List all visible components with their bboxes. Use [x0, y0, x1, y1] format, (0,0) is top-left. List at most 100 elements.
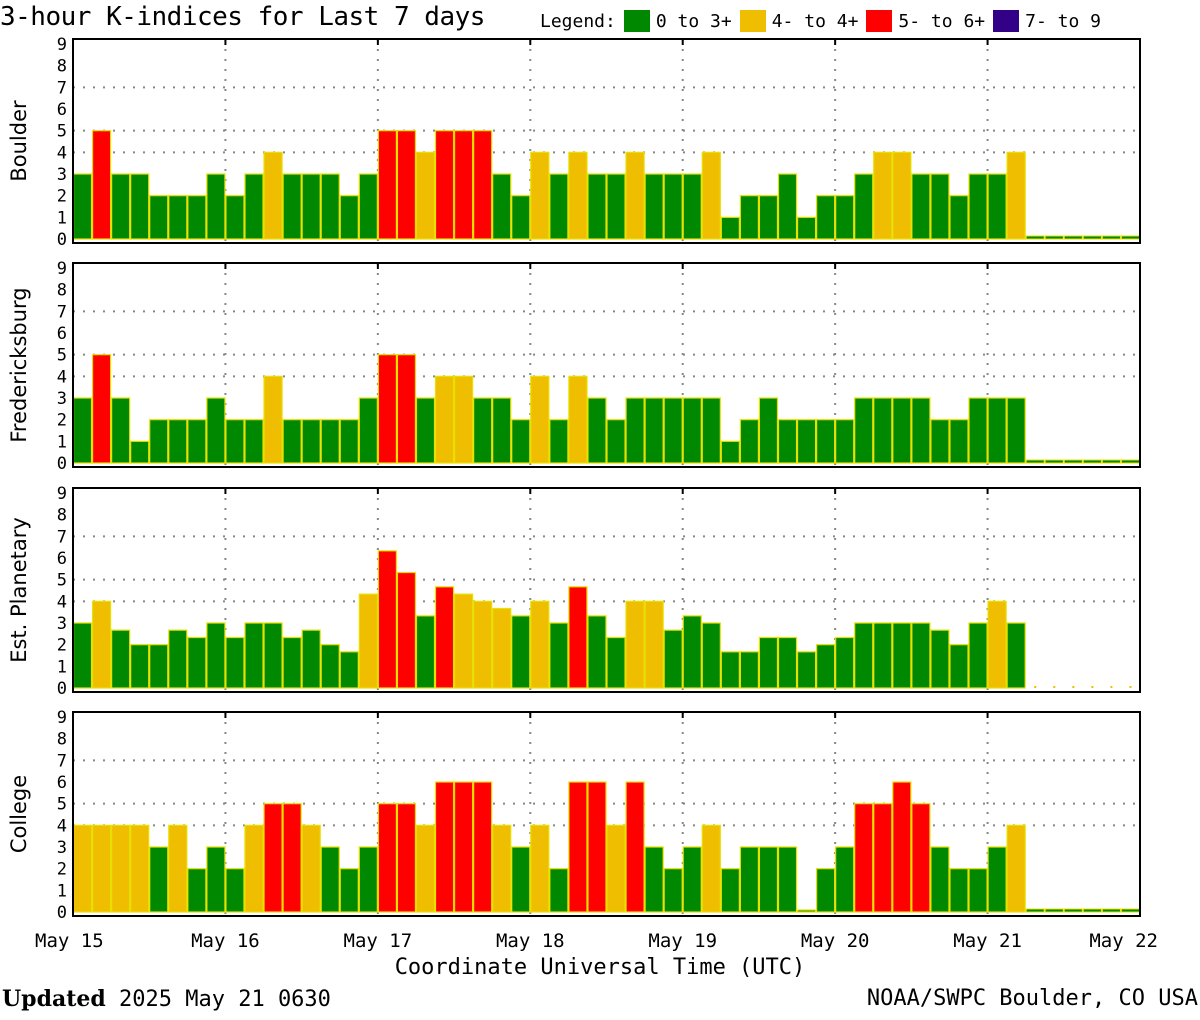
bar — [244, 824, 264, 913]
y-tick-label: 7 — [57, 751, 67, 771]
bar — [358, 173, 378, 240]
bar — [587, 781, 607, 913]
bar — [739, 195, 760, 240]
bar — [320, 644, 340, 689]
bar — [835, 419, 855, 464]
bar — [111, 629, 131, 689]
bar — [492, 824, 512, 913]
y-tick-label: 0 — [57, 903, 67, 923]
bar — [530, 151, 550, 240]
bar — [415, 151, 436, 240]
bar — [149, 419, 169, 464]
bar — [796, 419, 817, 464]
bar — [758, 846, 779, 913]
y-tick-label: 8 — [57, 730, 67, 750]
bar — [149, 846, 169, 913]
bar — [168, 824, 188, 913]
bar — [473, 600, 493, 689]
y-tick-label: 8 — [57, 506, 67, 526]
bar — [206, 846, 226, 913]
bar — [625, 151, 645, 240]
bar — [91, 600, 112, 689]
y-tick-label: 9 — [57, 708, 67, 728]
y-tick-label: 1 — [57, 432, 67, 452]
bar — [949, 644, 969, 689]
bar — [606, 824, 626, 913]
bar — [225, 868, 245, 913]
bar — [358, 593, 378, 689]
bar — [968, 622, 988, 689]
bar — [91, 130, 112, 240]
bar — [415, 824, 436, 913]
bar — [91, 824, 112, 913]
y-tick-label: 7 — [57, 527, 67, 547]
bar — [396, 130, 417, 240]
y-tick-label: 9 — [57, 259, 67, 279]
bar — [473, 781, 493, 913]
bar — [339, 195, 359, 240]
future-bar — [1082, 459, 1102, 464]
y-tick-label: 9 — [57, 484, 67, 504]
future-bar — [1025, 908, 1045, 913]
bar — [549, 868, 569, 913]
bar — [149, 195, 169, 240]
bar — [625, 781, 645, 913]
bar — [701, 622, 721, 689]
x-axis-label: Coordinate Universal Time (UTC) — [394, 955, 806, 980]
bar — [777, 419, 798, 464]
bar — [892, 781, 912, 913]
bar — [854, 397, 874, 464]
bar — [606, 636, 626, 689]
bar — [815, 868, 836, 913]
bar — [130, 440, 150, 464]
bar — [854, 173, 874, 240]
y-tick-label: 3 — [57, 389, 67, 409]
panel-frame — [72, 262, 1141, 468]
future-bar — [1063, 908, 1083, 913]
bar — [473, 130, 493, 240]
bar — [739, 419, 760, 464]
legend-item-4: 4- to 4+ — [771, 10, 859, 32]
bar — [949, 419, 969, 464]
future-dot — [1091, 686, 1094, 688]
legend-item-0-3: 0 to 3+ — [655, 10, 732, 32]
bar — [968, 397, 988, 464]
x-tick-label: May 20 — [801, 930, 870, 952]
bar — [206, 397, 226, 464]
future-dot — [1110, 686, 1113, 688]
bar — [225, 636, 245, 689]
y-tick-label: 6 — [57, 324, 67, 344]
y-tick-label: 0 — [57, 454, 67, 474]
bar — [625, 600, 645, 689]
y-tick-label: 2 — [57, 411, 67, 431]
y-tick-label: 5 — [57, 122, 67, 142]
panel-label: Boulder — [7, 100, 31, 182]
y-tick-label: 5 — [57, 795, 67, 815]
panel-label: College — [7, 775, 31, 853]
bar — [111, 824, 131, 913]
bar — [453, 375, 474, 464]
bar — [644, 173, 664, 240]
bar — [282, 419, 302, 464]
bar — [263, 151, 283, 240]
bar — [720, 216, 740, 240]
y-tick-label: 6 — [57, 100, 67, 120]
legend-swatch-purple — [993, 10, 1020, 32]
bar — [244, 419, 264, 464]
bar — [911, 803, 931, 913]
bar — [815, 419, 836, 464]
y-tick-label: 3 — [57, 838, 67, 858]
bar — [282, 636, 302, 689]
bar — [911, 622, 931, 689]
bar — [206, 173, 226, 240]
bar — [225, 419, 245, 464]
updated-timestamp: Updated 2025 May 21 0630 — [2, 986, 331, 1012]
bar — [263, 803, 283, 913]
future-bar — [1120, 235, 1140, 240]
panel-frame — [72, 38, 1141, 244]
bar — [930, 419, 950, 464]
bar — [511, 846, 531, 913]
bar — [339, 651, 359, 689]
bar — [168, 629, 188, 689]
